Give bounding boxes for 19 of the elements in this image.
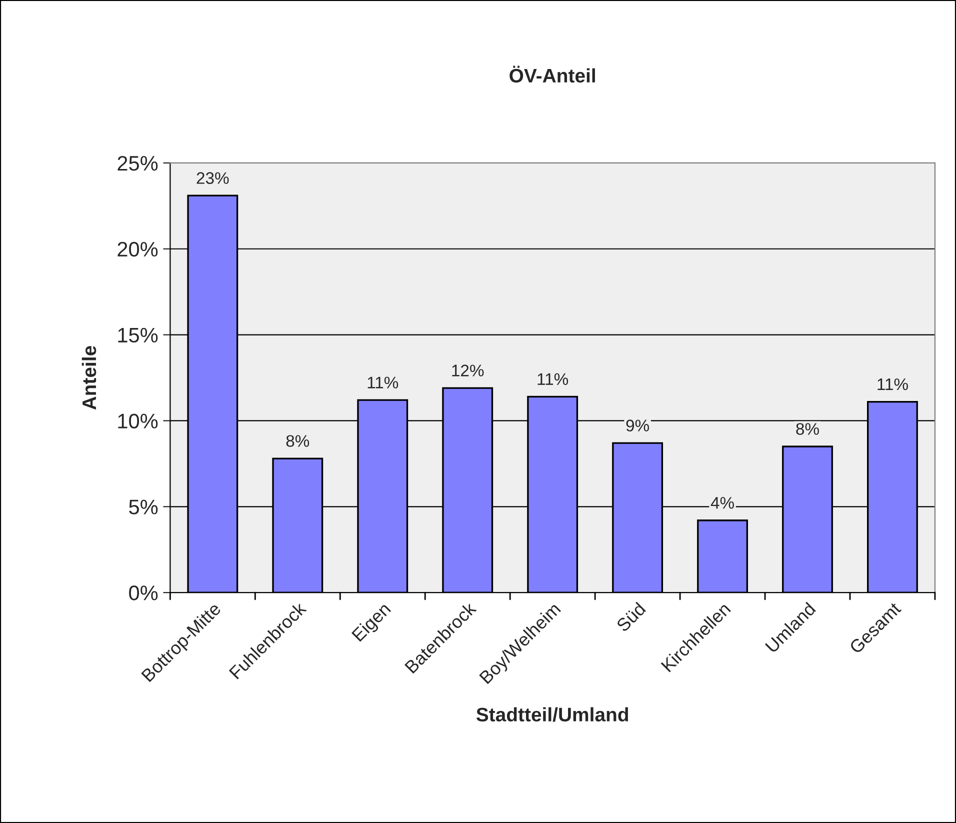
y-tick-label: 10% — [118, 414, 158, 428]
y-tick-label: 15% — [118, 328, 158, 343]
y-axis-title: Anteile — [82, 346, 96, 410]
y-tick-label: 5% — [129, 500, 158, 514]
data-label: 11% — [368, 376, 398, 388]
data-label: 11% — [538, 373, 568, 385]
data-label: 11% — [878, 378, 908, 390]
x-axis-title: Stadtteil/Umland — [476, 707, 628, 722]
data-label: 23% — [196, 172, 229, 184]
x-tick-label: Süd — [615, 602, 646, 632]
y-tick-label: 0% — [129, 586, 158, 600]
data-label: 9% — [626, 420, 649, 432]
data-label: 12% — [452, 364, 484, 376]
data-label: 8% — [286, 435, 310, 447]
data-label: 4% — [710, 497, 734, 509]
data-label: 8% — [796, 423, 819, 435]
y-tick-label: 25% — [118, 156, 158, 171]
y-tick-label: 20% — [118, 242, 158, 257]
chart-title: ÖV-Anteil — [510, 66, 595, 83]
